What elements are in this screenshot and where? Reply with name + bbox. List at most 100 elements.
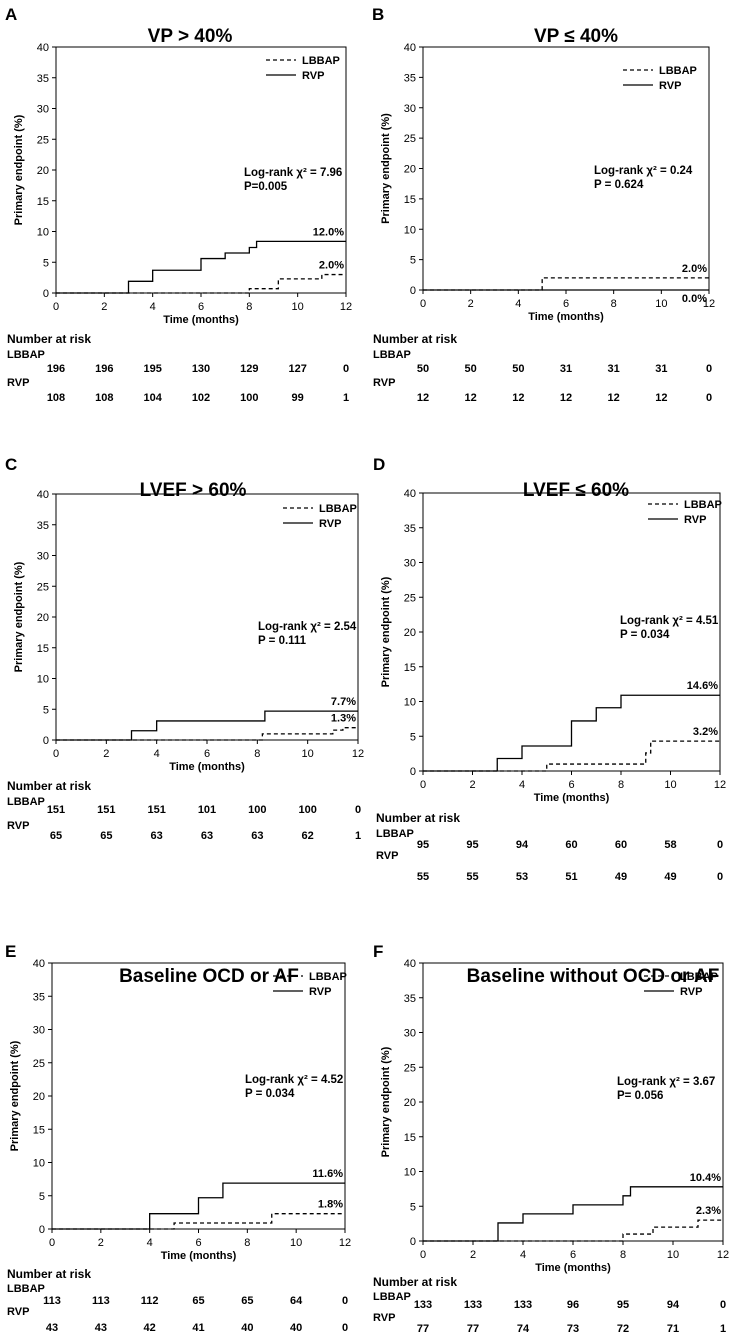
risk-count: 151 (97, 804, 115, 816)
x-tick-label: 6 (198, 301, 204, 313)
x-tick-label: 4 (150, 301, 156, 313)
x-tick-label: 12 (339, 1237, 351, 1249)
x-tick-label: 12 (717, 1249, 729, 1261)
end-label-lbbap: 1.3% (331, 713, 356, 725)
risk-count: 64 (290, 1295, 303, 1307)
end-label-rvp: 14.6% (687, 680, 718, 692)
y-tick-label: 5 (410, 255, 416, 267)
risk-count: 60 (565, 839, 577, 851)
legend-label-rvp: RVP (309, 986, 331, 998)
y-tick-label: 20 (404, 1097, 416, 1109)
risk-count: 31 (655, 363, 667, 375)
y-tick-label: 20 (404, 164, 416, 176)
y-tick-label: 10 (404, 224, 416, 236)
log-rank-chi2: Log-rank χ² = 4.51 (620, 615, 719, 627)
risk-count: 63 (151, 830, 163, 842)
end-label-lbbap: 3.2% (693, 726, 718, 738)
risk-count: 195 (143, 363, 161, 375)
risk-count: 102 (192, 392, 210, 404)
risk-group-rvp: RVP (373, 377, 395, 389)
risk-count: 65 (50, 830, 62, 842)
risk-count: 12 (417, 392, 429, 404)
y-tick-label: 0 (410, 285, 416, 297)
x-tick-label: 10 (655, 298, 667, 310)
risk-count: 101 (198, 804, 216, 816)
y-tick-label: 0 (39, 1224, 45, 1236)
risk-count: 49 (664, 871, 676, 883)
risk-count: 0 (343, 363, 349, 375)
risk-count: 95 (417, 839, 429, 851)
log-rank-chi2: Log-rank χ² = 2.54 (258, 621, 357, 633)
risk-count: 62 (302, 830, 314, 842)
y-tick-label: 0 (43, 288, 49, 300)
x-tick-label: 8 (620, 1249, 626, 1261)
x-tick-label: 10 (290, 1237, 302, 1249)
legend-label-rvp: RVP (659, 80, 681, 92)
risk-count: 112 (141, 1295, 159, 1307)
x-tick-label: 8 (244, 1237, 250, 1249)
y-tick-label: 0 (410, 766, 416, 778)
risk-count: 50 (417, 363, 429, 375)
risk-count: 94 (667, 1299, 680, 1311)
x-tick-label: 4 (515, 298, 521, 310)
risk-count: 49 (615, 871, 627, 883)
risk-count: 133 (464, 1299, 482, 1311)
log-rank-p: P = 0.034 (245, 1088, 295, 1100)
km-curve-lbbap (56, 273, 346, 294)
risk-count: 50 (512, 363, 524, 375)
panel-title: VP > 40% (148, 26, 233, 47)
x-tick-label: 2 (470, 1249, 476, 1261)
risk-count: 129 (240, 363, 258, 375)
km-curve-lbbap (423, 740, 720, 772)
risk-count: 65 (192, 1295, 204, 1307)
y-tick-label: 30 (404, 558, 416, 570)
y-tick-label: 35 (37, 73, 49, 85)
log-rank-p: P= 0.056 (617, 1090, 663, 1102)
y-tick-label: 5 (410, 731, 416, 743)
log-rank-chi2: Log-rank χ² = 3.67 (617, 1076, 715, 1088)
x-axis-label: Time (months) (163, 314, 239, 326)
y-tick-label: 40 (33, 958, 45, 970)
risk-count: 100 (248, 804, 266, 816)
panel-b: B VP ≤ 40% 0 5 10 15 20 25 30 35 40 0 2 4 6 8 10 12 Time (… (372, 5, 715, 404)
y-tick-label: 25 (404, 1062, 416, 1074)
panel-letter: E (5, 942, 16, 961)
risk-header: Number at risk (373, 332, 457, 346)
y-tick-label: 20 (404, 627, 416, 639)
risk-group-lbbap: LBBAP (373, 349, 411, 361)
km-curve-rvp (56, 240, 346, 294)
risk-count: 55 (417, 871, 429, 883)
x-tick-label: 8 (618, 779, 624, 791)
end-label-rvp: 12.0% (313, 226, 344, 238)
risk-group-lbbap: LBBAP (7, 796, 45, 808)
plot-frame (55, 493, 359, 741)
plot-frame (51, 962, 346, 1230)
risk-count: 127 (288, 363, 306, 375)
risk-group-lbbap: LBBAP (376, 828, 414, 840)
risk-count: 42 (144, 1322, 156, 1334)
x-tick-label: 0 (420, 779, 426, 791)
y-tick-label: 30 (404, 103, 416, 115)
risk-count: 63 (251, 830, 263, 842)
risk-count: 12 (465, 392, 477, 404)
x-tick-label: 0 (420, 298, 426, 310)
x-tick-label: 8 (254, 748, 260, 760)
y-tick-label: 35 (404, 993, 416, 1005)
risk-count: 60 (615, 839, 627, 851)
y-tick-label: 40 (37, 489, 49, 501)
panel-letter: B (372, 5, 384, 24)
y-tick-label: 15 (404, 194, 416, 206)
x-tick-label: 12 (714, 779, 726, 791)
y-axis-label: Primary endpoint (%) (13, 114, 25, 225)
legend-label-lbbap: LBBAP (659, 65, 697, 77)
km-curve-rvp (56, 710, 358, 741)
risk-count: 1 (720, 1323, 726, 1335)
x-tick-label: 2 (101, 301, 107, 313)
y-tick-label: 15 (404, 662, 416, 674)
risk-count: 100 (298, 804, 316, 816)
